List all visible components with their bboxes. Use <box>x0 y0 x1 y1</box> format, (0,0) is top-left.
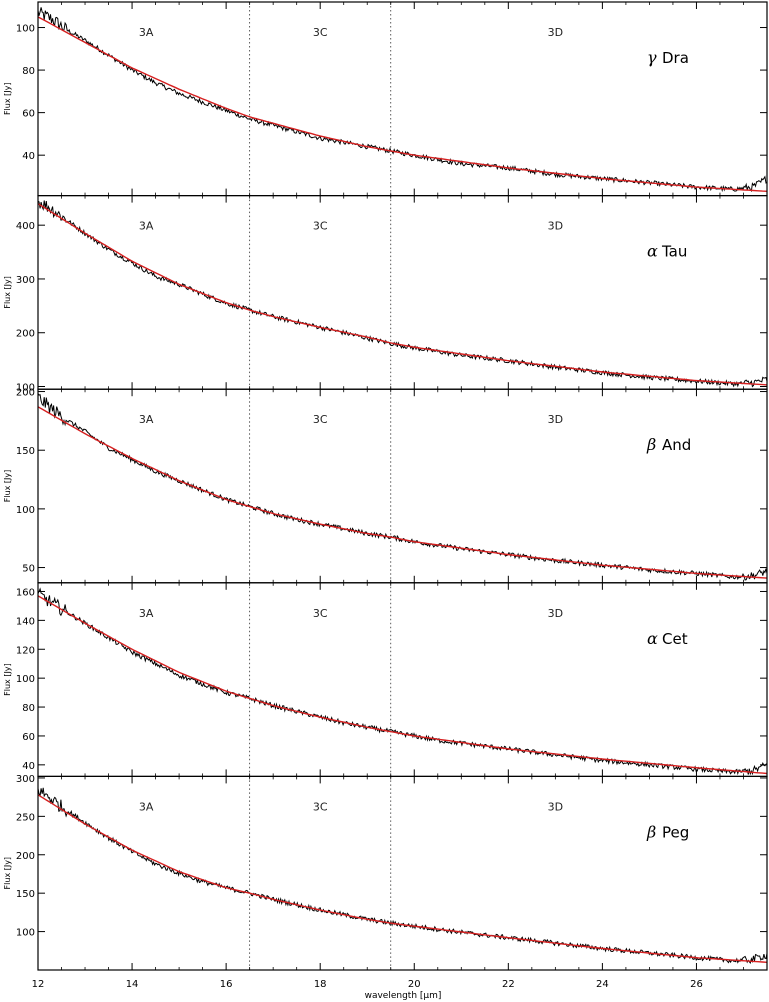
star-greek-symbol: α <box>647 242 658 261</box>
model-fit-line <box>38 595 767 775</box>
star-name-label: Dra <box>662 49 689 67</box>
segment-label-3c: 3C <box>313 413 328 426</box>
y-tick-label: 40 <box>22 151 35 162</box>
segment-label-3a: 3A <box>139 413 154 426</box>
y-axis-label: Flux [Jy] <box>3 857 12 890</box>
y-tick-label: 400 <box>16 221 35 232</box>
segment-label-3d: 3D <box>548 413 563 426</box>
y-axis-label: Flux [Jy] <box>3 663 12 696</box>
x-tick-label: 26 <box>690 979 703 990</box>
y-axis-label: Flux [Jy] <box>3 83 12 116</box>
x-tick-label: 20 <box>408 979 421 990</box>
segment-label-3a: 3A <box>139 800 154 813</box>
y-tick-label: 100 <box>16 383 35 394</box>
segment-label-3a: 3A <box>139 26 154 39</box>
segment-label-3a: 3A <box>139 220 154 233</box>
y-tick-label: 100 <box>16 505 35 516</box>
segment-label-3d: 3D <box>548 220 563 233</box>
y-axis-label: Flux [Jy] <box>3 470 12 503</box>
panel-3: 50 100 150 200 Flux [Jy] 3A 3C 3D β And <box>3 388 768 584</box>
y-tick-label: 250 <box>16 812 35 823</box>
y-tick-label: 200 <box>16 329 35 340</box>
panel-4: 40 60 80 100 120 140 160 Flux [Jy] 3A 3C 3D α Cet <box>3 582 768 777</box>
model-fit-line <box>38 794 767 963</box>
y-axis-label: Flux [Jy] <box>3 276 12 309</box>
segment-label-3c: 3C <box>313 220 328 233</box>
y-tick-label: 100 <box>16 928 35 939</box>
segment-label-3c: 3C <box>313 26 328 39</box>
model-fit-line <box>38 203 767 386</box>
star-name-label: And <box>662 436 691 454</box>
segment-label-3a: 3A <box>139 607 154 620</box>
y-tick-label: 140 <box>16 616 35 627</box>
x-tick-label: 16 <box>220 979 233 990</box>
y-tick-label: 150 <box>16 889 35 900</box>
panel-frame <box>37 775 768 971</box>
x-tick-label: 18 <box>314 979 327 990</box>
model-fit-line <box>38 406 767 579</box>
y-tick-label: 60 <box>22 109 35 120</box>
star-greek-symbol: α <box>647 629 658 648</box>
y-tick-label: 80 <box>22 66 35 77</box>
segment-label-3d: 3D <box>548 800 563 813</box>
y-tick-label: 200 <box>16 851 35 862</box>
x-tick-label: 14 <box>126 979 139 990</box>
y-tick-label: 300 <box>16 275 35 286</box>
panel-1: 40 60 80 100 Flux [Jy] 3A 3C 3D γ Dra <box>3 1 768 197</box>
y-tick-label: 100 <box>16 24 35 35</box>
panel-2: 100 200 300 400 Flux [Jy] 3A 3C 3D α Tau <box>3 195 768 394</box>
star-name-label: Peg <box>662 823 689 841</box>
star-greek-symbol: γ <box>647 48 657 67</box>
panel-5: 100 150 200 250 300 Flux [Jy] 3A 3C 3D β Peg 12 14 16… <box>3 774 768 990</box>
star-name-label: Tau <box>661 243 687 261</box>
x-tick-label: 12 <box>32 979 45 990</box>
segment-label-3d: 3D <box>548 607 563 620</box>
y-tick-label: 40 <box>22 761 35 772</box>
x-tick-label: 24 <box>596 979 609 990</box>
y-tick-label: 300 <box>16 774 35 785</box>
star-greek-symbol: β <box>646 435 656 454</box>
spectrum-line <box>38 787 767 964</box>
y-tick-label: 60 <box>22 732 35 743</box>
y-tick-label: 80 <box>22 703 35 714</box>
y-tick-label: 200 <box>16 388 35 399</box>
segment-label-3d: 3D <box>548 26 563 39</box>
x-tick-label: 22 <box>502 979 515 990</box>
model-fit-line <box>38 16 767 192</box>
y-tick-label: 150 <box>16 446 35 457</box>
star-greek-symbol: β <box>646 822 656 841</box>
y-tick-label: 120 <box>16 645 35 656</box>
segment-label-3c: 3C <box>313 607 328 620</box>
star-name-label: Cet <box>662 630 688 648</box>
y-tick-label: 100 <box>16 674 35 685</box>
segment-label-3c: 3C <box>313 800 328 813</box>
y-tick-label: 50 <box>22 564 35 575</box>
y-tick-label: 160 <box>16 587 35 598</box>
x-axis-label: wavelength [μm] <box>365 991 442 1001</box>
